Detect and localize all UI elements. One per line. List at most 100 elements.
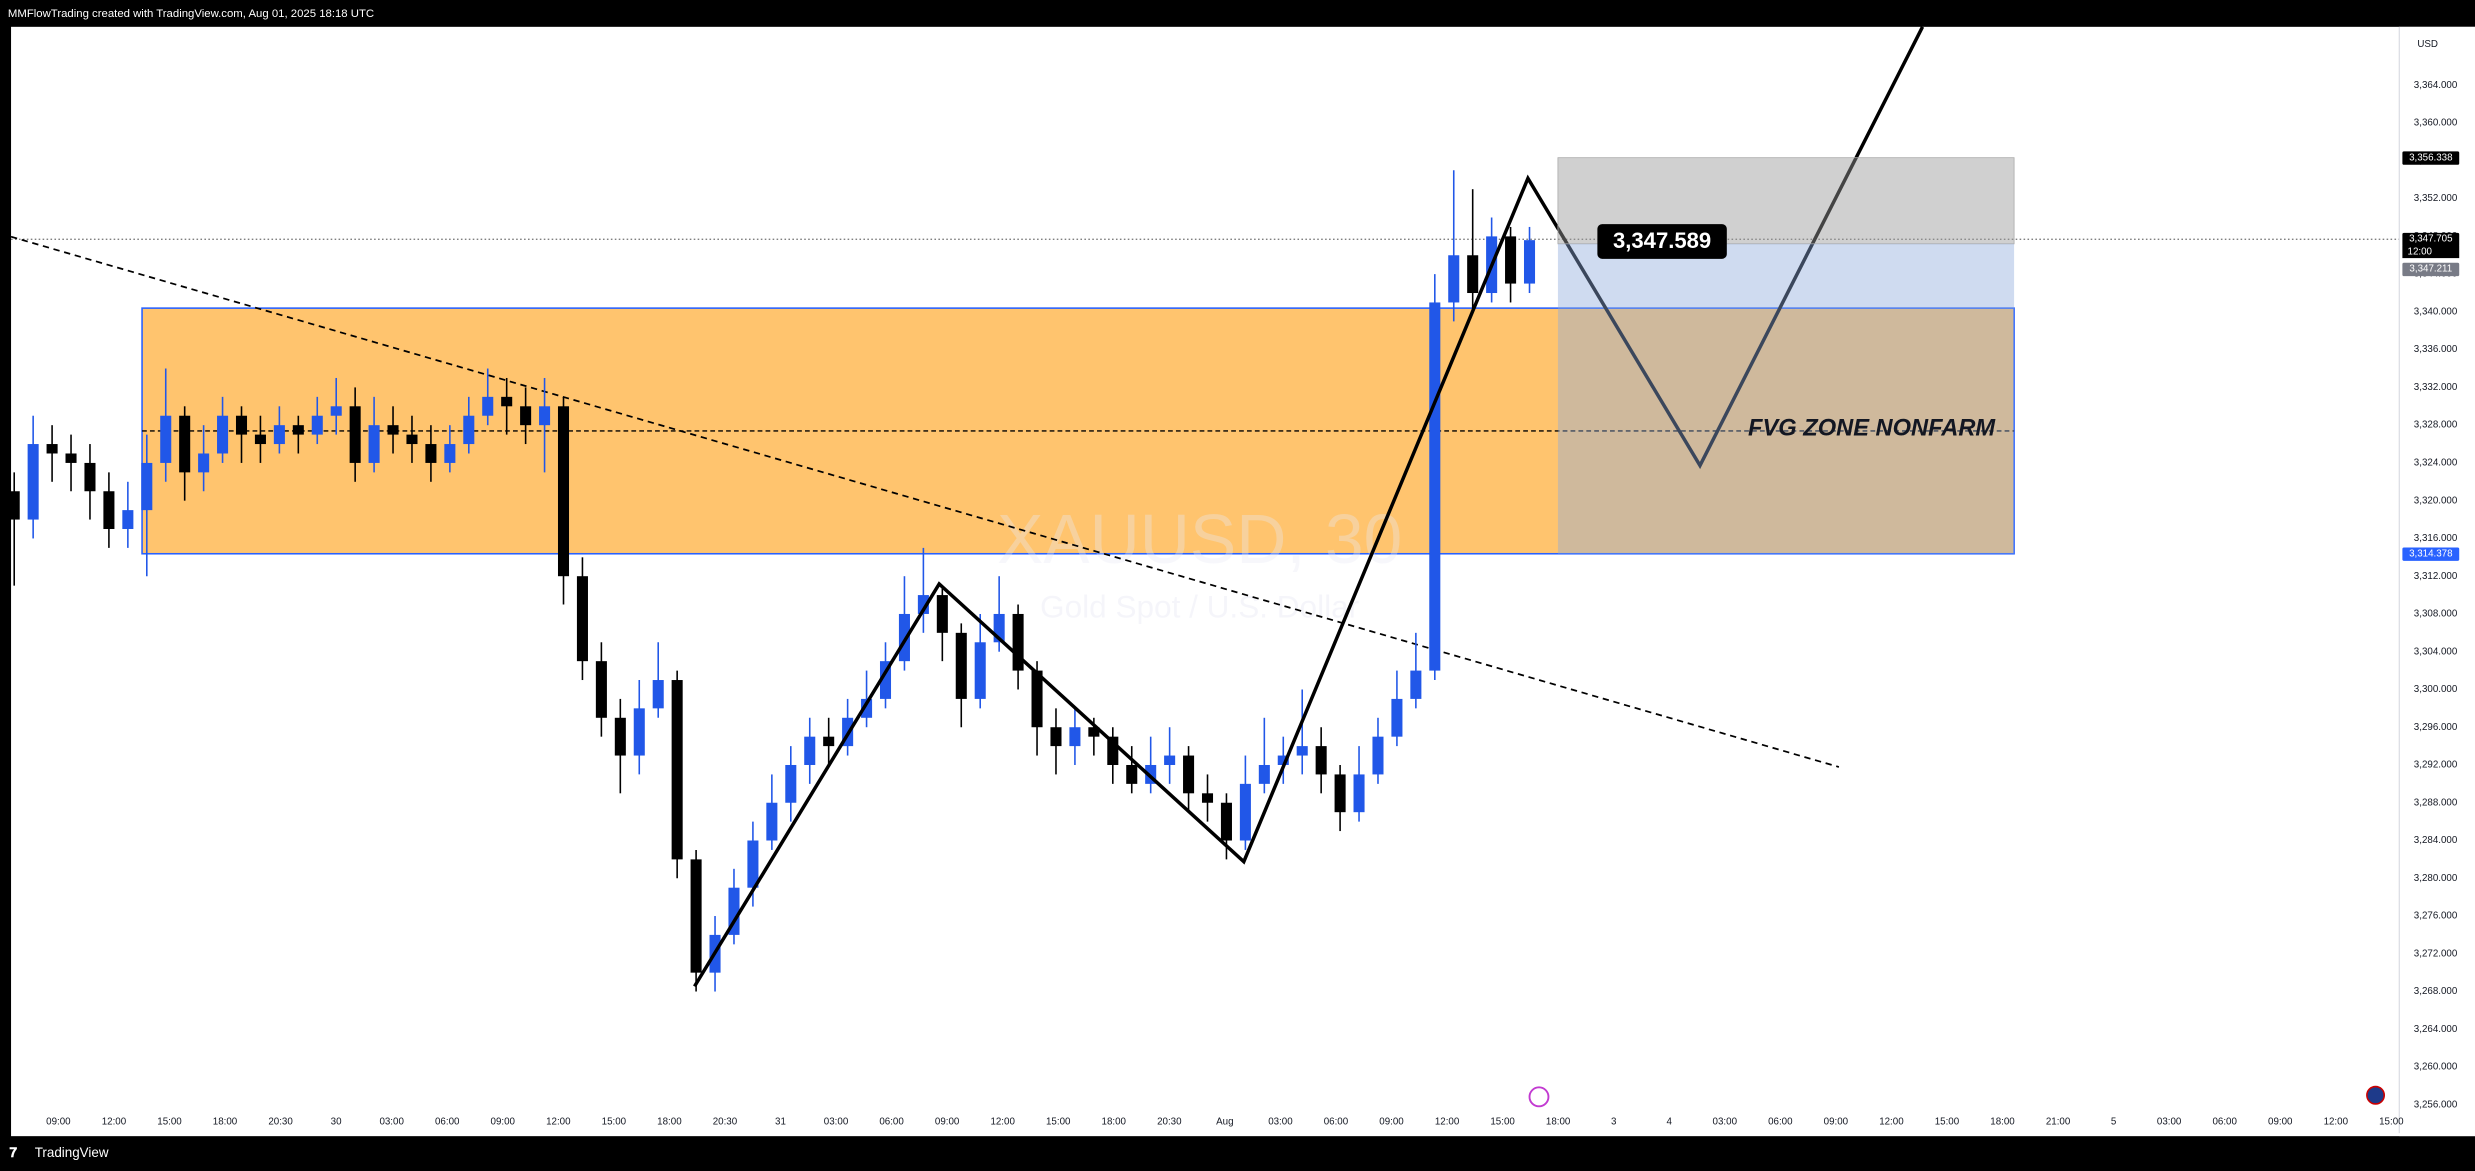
candle-body [861, 698, 873, 718]
y-tick-label: 3,316.000 [2414, 533, 2458, 544]
candle-body [823, 736, 835, 747]
candle-body [1220, 802, 1232, 841]
candle-body [974, 642, 986, 699]
price-label-bg [2402, 151, 2460, 165]
candle-body [747, 840, 759, 888]
x-tick-label: 15:00 [1490, 1117, 1515, 1128]
y-tick-label: 3,284.000 [2414, 835, 2458, 846]
x-tick-label: 03:00 [824, 1117, 849, 1128]
x-tick-label: 3 [1611, 1117, 1616, 1128]
x-tick-label: 15:00 [157, 1117, 182, 1128]
candle-body [349, 406, 361, 463]
candle-body [8, 491, 20, 520]
entry-box [1557, 243, 2015, 554]
candle-body [1239, 783, 1251, 841]
y-tick-label: 3,332.000 [2414, 382, 2458, 393]
y-tick-label: 3,256.000 [2414, 1099, 2458, 1110]
flag-icon [2366, 1085, 2386, 1105]
price-axis-bg [2399, 26, 2475, 1137]
candle-body [993, 613, 1005, 643]
price-label: 3,314.378 [2409, 548, 2452, 559]
x-tick-label: 12:00 [546, 1117, 571, 1128]
y-tick-label: 3,364.000 [2414, 80, 2458, 91]
candle-body [1201, 793, 1214, 803]
candle-body [46, 444, 58, 454]
watermark-symbol: XAUUSD, 30 [997, 500, 1402, 578]
x-tick-label: 15:00 [1935, 1117, 1960, 1128]
zigzag-projection [693, 26, 1925, 988]
x-tick-label: 12:00 [2324, 1117, 2349, 1128]
candle-body [1448, 255, 1460, 303]
trend-line [10, 235, 1840, 768]
y-tick-label: 3,276.000 [2414, 911, 2458, 922]
candle-body [1183, 755, 1195, 794]
y-tick-label: 3,360.000 [2414, 118, 2458, 129]
y-tick-label: 3,320.000 [2414, 495, 2458, 506]
x-tick-label: 18:00 [213, 1117, 238, 1128]
x-tick-label: 20:30 [268, 1117, 293, 1128]
price-label-bg [2402, 262, 2460, 277]
x-tick-label: 09:00 [491, 1117, 516, 1128]
candle-body [1258, 764, 1270, 784]
candle-body [1164, 755, 1176, 765]
x-tick-label: 15:00 [2379, 1117, 2404, 1128]
candle-body [1467, 255, 1479, 294]
candle-body [1012, 613, 1024, 671]
y-tick-label: 3,260.000 [2414, 1062, 2458, 1073]
candle-body [1050, 727, 1062, 747]
x-tick-label: 06:00 [2212, 1117, 2237, 1128]
x-tick-label: 21:00 [2046, 1117, 2071, 1128]
y-tick-label: 3,324.000 [2414, 458, 2458, 469]
candle-body [879, 661, 892, 699]
candle-body [690, 859, 702, 973]
x-tick-label: 03:00 [2157, 1117, 2182, 1128]
candle-body [898, 613, 910, 662]
candle-body [728, 887, 740, 935]
candle-body [1088, 727, 1100, 737]
x-tick-label: 30 [331, 1117, 342, 1128]
y-tick-label: 3,340.000 [2414, 306, 2458, 317]
candle-body [217, 415, 229, 454]
candle-body [103, 491, 115, 530]
candle-body [254, 434, 266, 445]
candle-body [936, 595, 948, 633]
x-tick-label: 5 [2111, 1117, 2117, 1128]
price-label: 3,356.338 [2409, 152, 2452, 163]
candle-body [955, 632, 967, 699]
y-tick-label: 3,304.000 [2414, 646, 2458, 657]
currency-label: USD [2417, 39, 2438, 50]
event-icon [1528, 1086, 1550, 1108]
y-tick-label: 3,280.000 [2414, 873, 2458, 884]
callout-bg [1597, 224, 1727, 259]
candle-body [84, 462, 96, 492]
candle-body [1505, 236, 1517, 284]
candle-body [652, 680, 664, 709]
x-tick-label: 06:00 [1324, 1117, 1349, 1128]
candle-body [1429, 302, 1441, 671]
footer-bar [0, 1136, 2475, 1171]
y-tick-label: 3,312.000 [2414, 571, 2458, 582]
x-tick-label: 18:00 [1990, 1117, 2015, 1128]
candle-body [1107, 736, 1119, 765]
x-tick-label: 09:00 [1824, 1117, 1849, 1128]
price-label: 3,347.705 [2409, 234, 2453, 245]
candle-body [1353, 774, 1365, 813]
candle-body [235, 415, 248, 435]
x-tick-label: Aug [1216, 1117, 1233, 1128]
candle-body [614, 717, 626, 756]
x-tick-label: 06:00 [435, 1117, 460, 1128]
candle-body [482, 396, 494, 416]
candle-body [1315, 746, 1327, 775]
candle-body [160, 415, 172, 463]
x-tick-label: 18:00 [1546, 1117, 1571, 1128]
zone-label: FVG ZONE NONFARM [1748, 416, 1996, 442]
candle-body [387, 425, 399, 435]
y-tick-label: 3,292.000 [2414, 760, 2458, 771]
x-tick-label: 09:00 [2268, 1117, 2293, 1128]
x-tick-label: 09:00 [46, 1117, 71, 1128]
candle-body [141, 462, 153, 511]
candle-body [463, 415, 475, 445]
price-label-bg [2402, 232, 2460, 247]
candle-body [425, 444, 437, 463]
